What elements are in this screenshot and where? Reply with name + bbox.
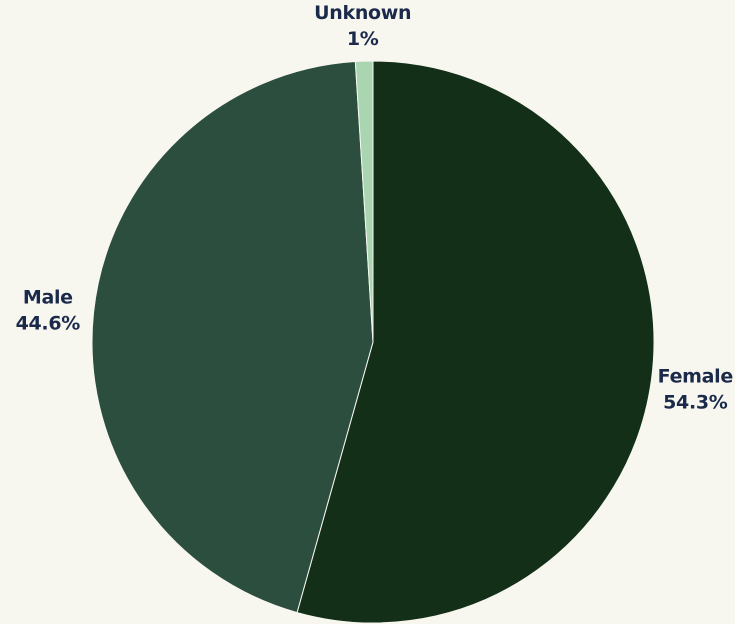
slice-value-unknown: 1% <box>347 28 379 50</box>
slice-name-unknown: Unknown <box>314 2 411 24</box>
pie-slices <box>91 60 655 624</box>
slice-label-unknown: Unknown 1% <box>314 2 411 50</box>
pie-labels: Female 54.3% Male 44.6% Unknown 1% <box>16 2 734 414</box>
slice-label-male: Male 44.6% <box>16 287 81 335</box>
slice-label-female: Female 54.3% <box>658 366 733 414</box>
slice-name-female: Female <box>658 366 733 388</box>
slice-value-male: 44.6% <box>16 313 81 335</box>
slice-female <box>296 60 655 624</box>
slice-male <box>91 61 374 614</box>
slice-name-male: Male <box>23 287 73 309</box>
slice-unknown <box>354 60 374 343</box>
slice-value-female: 54.3% <box>663 392 728 414</box>
